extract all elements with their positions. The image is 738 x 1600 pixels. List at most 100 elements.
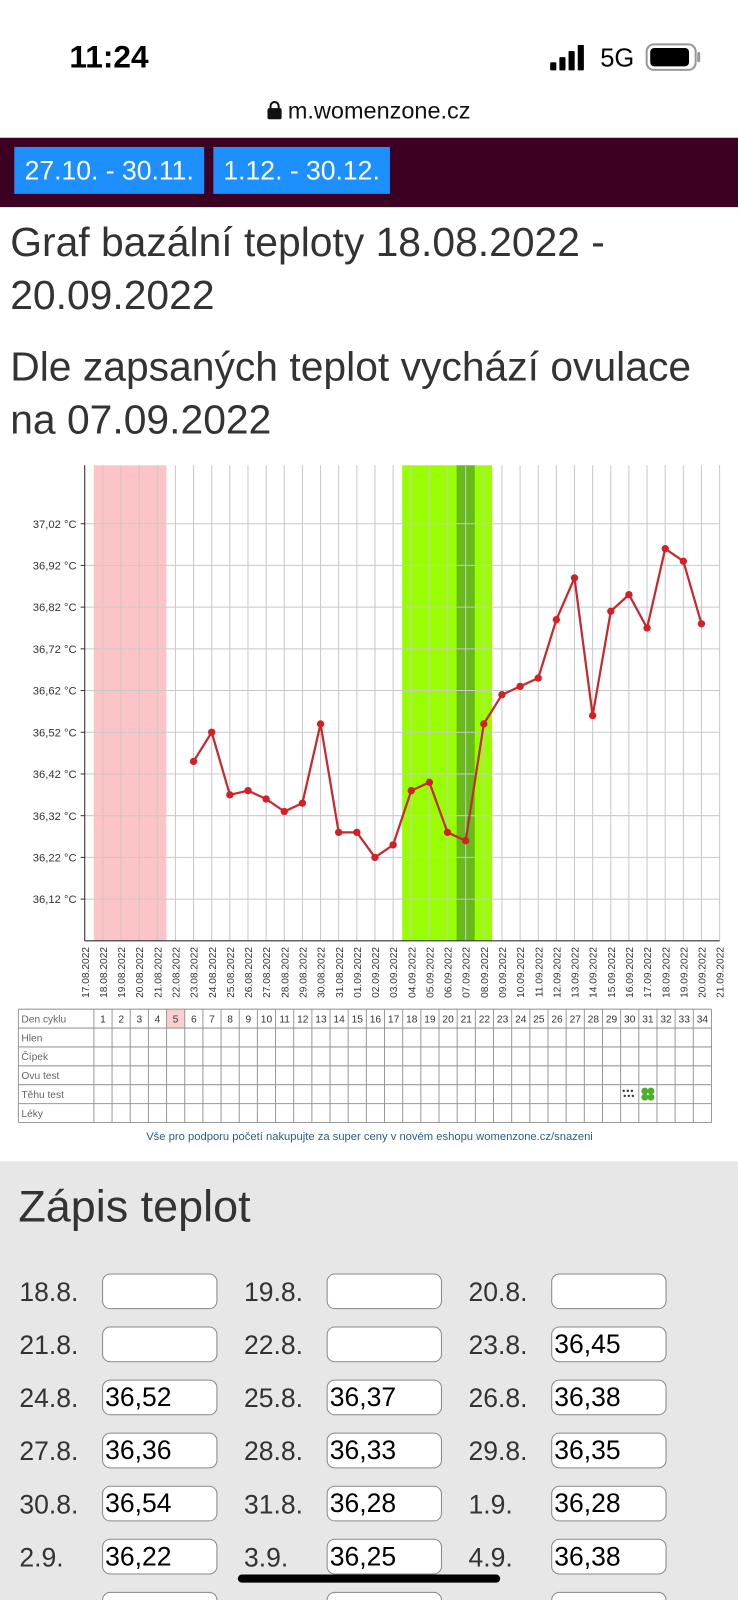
x-tick-label: 18.08.2022	[99, 947, 110, 998]
x-tick-label: 05.09.2022	[425, 947, 436, 998]
entry-date: 28.8.	[243, 1435, 303, 1467]
test-icon-dot	[623, 1094, 626, 1098]
x-tick-label: 20.09.2022	[698, 947, 709, 998]
cycle-day: 4	[155, 1014, 161, 1025]
lock-icon	[267, 101, 282, 120]
clover-leaf	[641, 1087, 649, 1095]
cycle-day: 2	[118, 1014, 124, 1025]
entry-input[interactable]	[326, 1273, 442, 1310]
entry-input[interactable]	[102, 1273, 218, 1310]
entry-input[interactable]	[326, 1591, 442, 1600]
data-point	[280, 807, 288, 816]
row-label: Hlen	[21, 1033, 42, 1044]
cycle-day: 5	[173, 1014, 179, 1025]
y-tick-label: 36,42 °C	[33, 769, 77, 781]
data-point	[679, 557, 688, 565]
period-band	[93, 465, 167, 941]
y-tick-label: 36,62 °C	[33, 686, 77, 698]
cycle-day: 20	[442, 1014, 454, 1025]
row-label: Léky	[21, 1109, 43, 1120]
entry-input[interactable]: 36,25	[326, 1538, 442, 1575]
x-tick-label: 02.09.2022	[371, 947, 382, 998]
y-tick-label: 36,72 °C	[33, 644, 77, 656]
y-tick-label: 37,02 °C	[33, 519, 77, 531]
cycle-day: 14	[333, 1014, 345, 1025]
tab[interactable]: 1.12. - 30.12.	[213, 146, 390, 194]
cycle-day: 6	[191, 1014, 197, 1025]
x-tick-label: 11.09.2022	[534, 947, 545, 998]
entry-input[interactable]: 36,33	[326, 1432, 442, 1469]
entry-input[interactable]	[102, 1326, 218, 1363]
data-point	[262, 795, 270, 803]
cycle-day: 27	[570, 1014, 582, 1025]
x-tick-label: 06.09.2022	[444, 947, 455, 998]
data-point	[316, 720, 325, 728]
entry-input[interactable]: 36,36	[102, 1432, 218, 1469]
entry-input[interactable]: 36,38	[551, 1538, 667, 1575]
test-icon-dot	[631, 1094, 635, 1098]
x-tick-label: 19.08.2022	[117, 947, 128, 998]
cycle-day: 34	[697, 1014, 709, 1025]
entry-input[interactable]: 36,22	[102, 1538, 218, 1575]
data-point	[534, 674, 542, 682]
x-tick-label: 20.08.2022	[135, 947, 146, 998]
page-title: Graf bazální teploty 18.08.2022 - 20.09.…	[10, 220, 605, 319]
test-icon-dot	[630, 1089, 634, 1093]
x-tick-label: 21.08.2022	[153, 947, 164, 998]
x-tick-label: 08.09.2022	[480, 947, 491, 998]
data-point	[480, 720, 488, 728]
cycle-day: 3	[136, 1014, 142, 1025]
cycle-day: 29	[606, 1014, 618, 1025]
x-tick-label: 13.09.2022	[571, 947, 582, 998]
x-tick-label: 12.09.2022	[552, 947, 563, 998]
entry-input[interactable]	[551, 1273, 667, 1310]
cycle-day: 19	[424, 1014, 436, 1025]
entry-input[interactable]: 36,54	[102, 1485, 218, 1522]
entry-input[interactable]: 36,52	[102, 1379, 218, 1416]
entry-date: 21.8.	[19, 1329, 79, 1361]
y-tick-label: 36,82 °C	[33, 602, 77, 614]
data-point	[226, 791, 234, 799]
data-point	[389, 841, 397, 849]
footer-link[interactable]: Vše pro podporu početí nakupujte za supe…	[146, 1131, 593, 1143]
y-tick-label: 36,92 °C	[33, 560, 77, 572]
entry-input[interactable]: 36,28	[326, 1485, 442, 1522]
battery-icon	[645, 43, 701, 71]
cycle-day: 13	[315, 1014, 327, 1025]
entry-input[interactable]: 36,28	[551, 1485, 667, 1522]
entry-date: 25.8.	[243, 1382, 303, 1414]
entry-date: 26.8.	[468, 1382, 528, 1414]
entry-input[interactable]	[102, 1591, 218, 1600]
clover-leaf	[641, 1093, 649, 1101]
entry-input[interactable]: 36,38	[551, 1379, 667, 1416]
x-tick-label: 15.09.2022	[607, 947, 618, 998]
data-point	[425, 778, 434, 786]
data-point	[353, 828, 361, 837]
x-tick-label: 27.08.2022	[262, 947, 273, 998]
data-point	[552, 615, 561, 624]
data-point	[371, 853, 379, 862]
entry-input[interactable]: 36,37	[326, 1379, 442, 1416]
cycle-day: 28	[588, 1014, 600, 1025]
entry-input[interactable]: 36,35	[551, 1432, 667, 1469]
entry-date: 30.8.	[19, 1488, 79, 1520]
x-tick-label: 03.09.2022	[389, 947, 400, 998]
x-tick-label: 30.08.2022	[317, 947, 328, 998]
tab[interactable]: 27.10. - 30.11.	[14, 146, 205, 194]
data-point	[661, 545, 669, 553]
x-tick-label: 16.09.2022	[625, 947, 636, 998]
data-point	[697, 620, 706, 628]
cycle-day: 15	[352, 1014, 364, 1025]
data-point	[443, 828, 452, 837]
row-label: Čípek	[21, 1050, 49, 1063]
x-tick-label: 14.09.2022	[589, 947, 600, 998]
entry-input[interactable]: 36,45	[551, 1326, 667, 1363]
url-bar[interactable]: m.womenzone.cz	[0, 97, 738, 125]
entry-input[interactable]	[326, 1326, 442, 1363]
entry-date: 24.8.	[19, 1382, 79, 1414]
cycle-day: 1	[100, 1014, 106, 1025]
entry-input[interactable]	[551, 1591, 667, 1600]
tab-bar: 27.10. - 30.11. 1.12. - 30.12.	[0, 137, 738, 208]
